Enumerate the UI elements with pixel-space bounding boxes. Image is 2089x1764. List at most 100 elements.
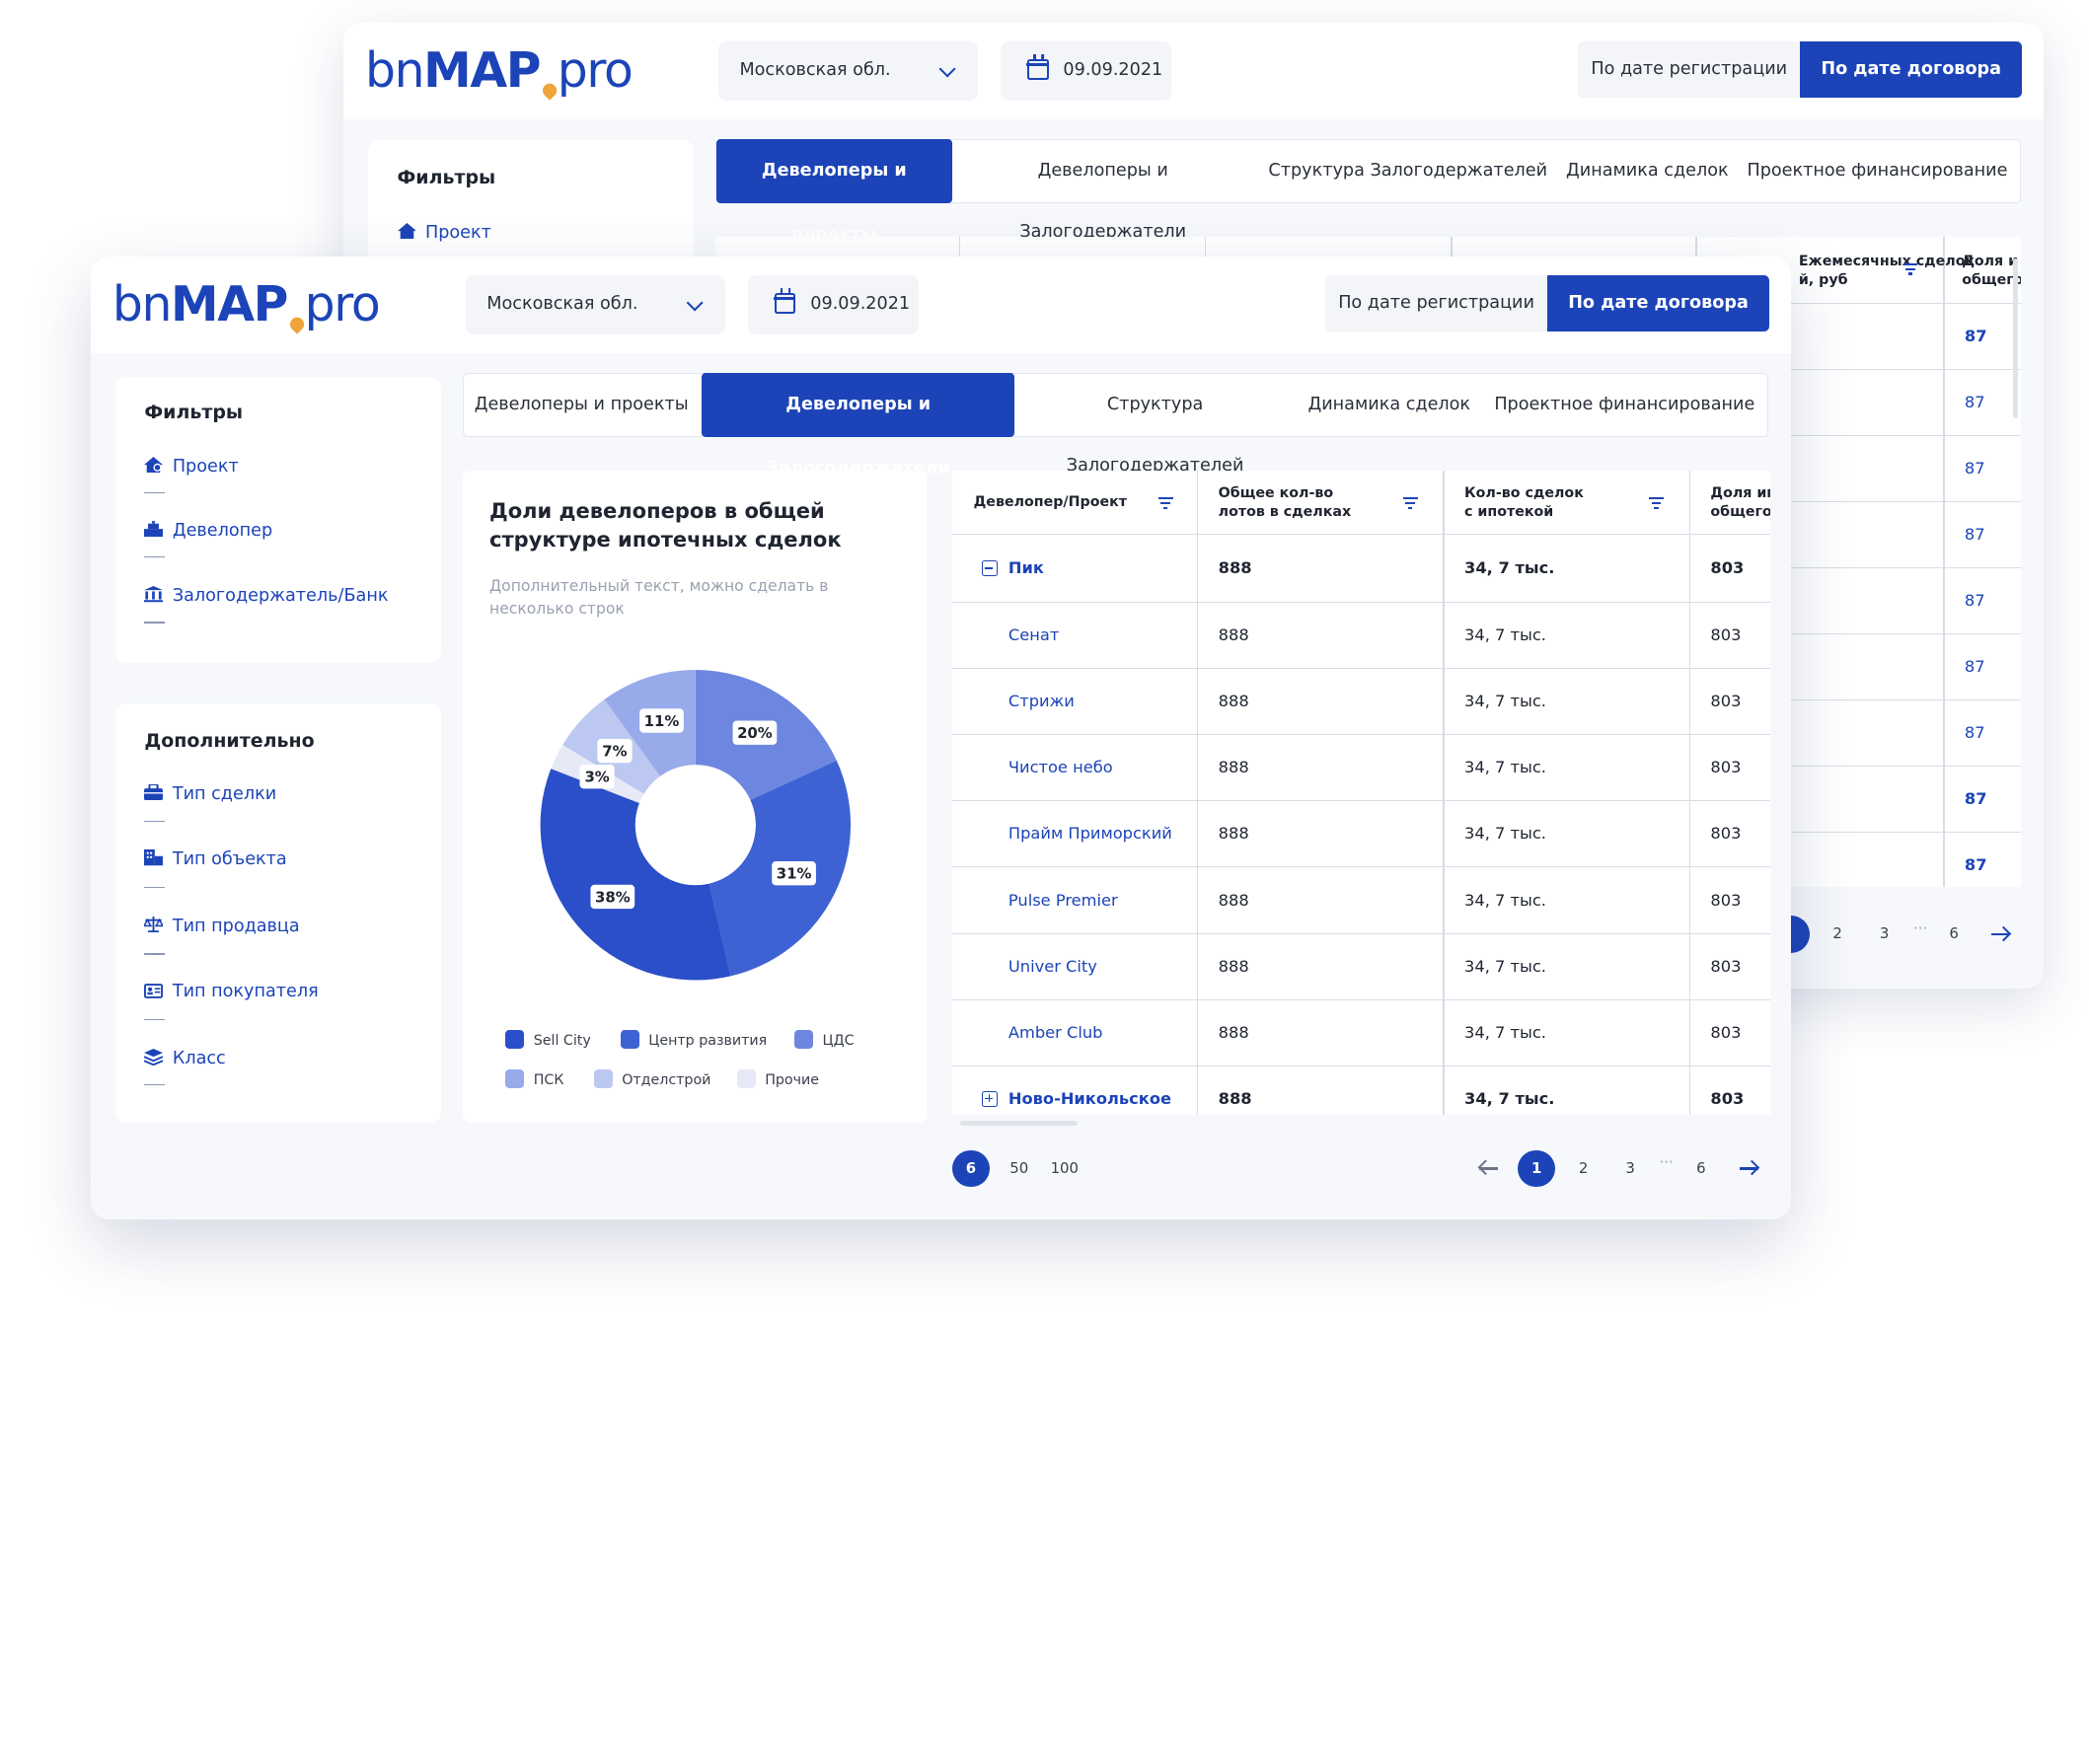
cell-deals: 34, 7 тыс. [1464, 758, 1546, 777]
legend-label: Sell City [533, 1032, 591, 1049]
cell-project-name[interactable]: Univer City [1008, 934, 1097, 999]
filter-label: Проект [172, 456, 239, 477]
legend-item[interactable]: Центр развития [620, 1029, 767, 1051]
tab-deal-dynamics[interactable]: Динамика сделок [1307, 395, 1471, 415]
filter-icon[interactable] [1902, 262, 1918, 275]
back-logo[interactable]: bnMAP pro [365, 41, 634, 101]
col-header-lots[interactable]: Общее кол-во лотов в сделках [1196, 471, 1444, 536]
filter-underline [144, 1018, 165, 1021]
table-hscroll[interactable] [960, 1120, 1079, 1127]
tab-developers-pledgeholders[interactable]: Девелоперы и Залогодержатели [702, 372, 1015, 478]
filter-pledgeholder-bank[interactable]: Залогодержатель/Банк [144, 584, 388, 608]
legend-item[interactable]: Отделстрой [593, 1069, 710, 1090]
cell-project-name[interactable]: Amber Club [1008, 1000, 1103, 1066]
back-tab-deal-dynamics[interactable]: Динамика сделок [1566, 160, 1729, 181]
page-6[interactable]: 6 [1696, 1158, 1706, 1177]
donut-chart: 20% 31% 38% 3% 7% 11% [540, 669, 851, 981]
legend-swatch [593, 1069, 613, 1089]
table-row[interactable]: Стрижи 888 34, 7 тыс. 803 [951, 668, 1771, 735]
filter-class[interactable]: Класс [143, 1047, 226, 1070]
col-header-mortgage-deals[interactable]: Кол-во сделок с ипотекой [1443, 471, 1689, 536]
page-2[interactable]: 2 [1578, 1158, 1589, 1177]
legend-item[interactable]: Sell City [505, 1029, 591, 1051]
cell-project-name[interactable]: Ново-Никольское [981, 1066, 1171, 1115]
filter-seller-type[interactable]: Тип продавца [142, 915, 300, 938]
slice-label: 11% [639, 708, 684, 733]
col-header-label: Доля ипо общего о [1710, 484, 1771, 520]
legend-swatch [736, 1069, 756, 1089]
legend-item[interactable]: ЦДС [794, 1029, 855, 1051]
back-by-registration-button[interactable]: По дате регистрации [1578, 41, 1801, 98]
back-filters-title: Фильтры [397, 167, 496, 189]
table-row[interactable]: Сенат 888 34, 7 тыс. 803 [951, 602, 1771, 669]
back-tab-project-finance[interactable]: Проектное финансирование [1747, 160, 2008, 181]
cell-project-name[interactable]: Чистое небо [1008, 735, 1113, 800]
front-logo[interactable]: bnMAP pro [112, 275, 381, 334]
cell-project-name[interactable]: Пик [981, 536, 1044, 601]
by-contract-button[interactable]: По дате договора [1547, 275, 1770, 332]
page-size-50[interactable]: 50 [1009, 1158, 1029, 1177]
expand-icon[interactable] [981, 1090, 999, 1107]
region-select[interactable]: Московская обл. [465, 275, 725, 334]
project-name: Amber Club [1007, 1023, 1103, 1043]
table-row[interactable]: Ново-Никольское 888 34, 7 тыс. 803 [951, 1066, 1771, 1116]
cell-project-name[interactable]: Прайм Приморский [1008, 801, 1172, 866]
table-row[interactable]: Univer City 888 34, 7 тыс. 803 [951, 933, 1771, 1000]
cell-project-name[interactable]: Pulse Premier [1008, 868, 1118, 933]
chart-title: Доли девелоперов в общей структуре ипоте… [489, 499, 842, 551]
page-current[interactable]: 1 [1518, 1149, 1556, 1188]
cell-project-name[interactable]: Сенат [1008, 603, 1059, 668]
table-row[interactable]: Пик 888 34, 7 тыс. 803 [951, 536, 1771, 603]
table-row[interactable]: Pulse Premier 888 34, 7 тыс. 803 [951, 867, 1771, 934]
svg-text:31%: 31% [777, 865, 812, 883]
filter-icon[interactable] [1157, 497, 1173, 509]
filter-object-type[interactable]: Тип объекта [144, 847, 287, 871]
tab-project-finance[interactable]: Проектное финансирование [1494, 395, 1755, 415]
table-row[interactable]: Чистое небо 888 34, 7 тыс. 803 [951, 735, 1771, 802]
back-page-3[interactable]: 3 [1879, 924, 1890, 943]
col-divider [1196, 471, 1199, 1116]
back-next-arrow-icon[interactable] [1988, 916, 2012, 953]
back-vscroll[interactable] [2012, 257, 2019, 419]
by-registration-button[interactable]: По дате регистрации [1325, 275, 1548, 332]
legend-item[interactable]: ПСК [505, 1069, 563, 1090]
svg-text:7%: 7% [602, 742, 627, 760]
filter-developer[interactable]: Девелопер [144, 519, 272, 543]
scales-icon [142, 916, 165, 933]
back-tab-pledgeholder-structure[interactable]: Структура Залогодержателей [1268, 160, 1548, 181]
back-tab-developers-pledgeholders[interactable]: Девелоперы и Залогодержатели [1019, 160, 1187, 243]
col-header-share[interactable]: Доля ипо общего о [1688, 471, 1771, 536]
filter-deal-type[interactable]: Тип сделки [144, 782, 276, 806]
legend-item[interactable]: Прочие [736, 1069, 819, 1090]
back-page-2[interactable]: 2 [1832, 924, 1842, 943]
prev-arrow-icon[interactable] [1476, 1150, 1500, 1188]
back-by-contract-button[interactable]: По дате договора [1800, 41, 2023, 98]
page-size-100[interactable]: 100 [1050, 1158, 1079, 1177]
chart-panel: Доли девелоперов в общей структуре ипоте… [462, 471, 928, 1124]
crane-icon [144, 520, 164, 538]
project-name: Стрижи [1007, 691, 1075, 710]
date-picker[interactable]: 09.09.2021 [747, 275, 920, 334]
pie-slice[interactable] [540, 769, 731, 981]
back-tab-developers-projects[interactable]: Девелоперы и проекты [716, 138, 952, 245]
back-page-6[interactable]: 6 [1949, 924, 1959, 943]
filter-buyer-type[interactable]: Тип покупателя [144, 980, 319, 1003]
col-header-developer[interactable]: Девелопер/Проект [951, 471, 1197, 536]
page-3[interactable]: 3 [1625, 1158, 1635, 1177]
tab-developers-projects[interactable]: Девелоперы и проекты [474, 395, 689, 415]
cell-project-name[interactable]: Стрижи [1008, 669, 1075, 734]
logo-part-map: MAP [423, 42, 541, 99]
back-filter-project[interactable]: Проект [397, 221, 491, 245]
filter-project[interactable]: Проект [144, 455, 239, 478]
page-size-current[interactable]: 6 [951, 1149, 990, 1188]
filter-icon[interactable] [1649, 497, 1664, 509]
tab-pledgeholder-structure[interactable]: Структура Залогодержателей [1066, 395, 1244, 477]
back-region-select[interactable]: Московская обл. [717, 41, 978, 101]
legend-swatch [505, 1069, 525, 1089]
filter-icon[interactable] [1402, 497, 1418, 509]
next-arrow-icon[interactable] [1738, 1150, 1761, 1188]
table-row[interactable]: Прайм Приморский 888 34, 7 тыс. 803 [951, 801, 1771, 868]
back-date-picker[interactable]: 09.09.2021 [1000, 41, 1172, 101]
collapse-icon[interactable] [981, 559, 999, 577]
table-row[interactable]: Amber Club 888 34, 7 тыс. 803 [951, 1000, 1771, 1067]
